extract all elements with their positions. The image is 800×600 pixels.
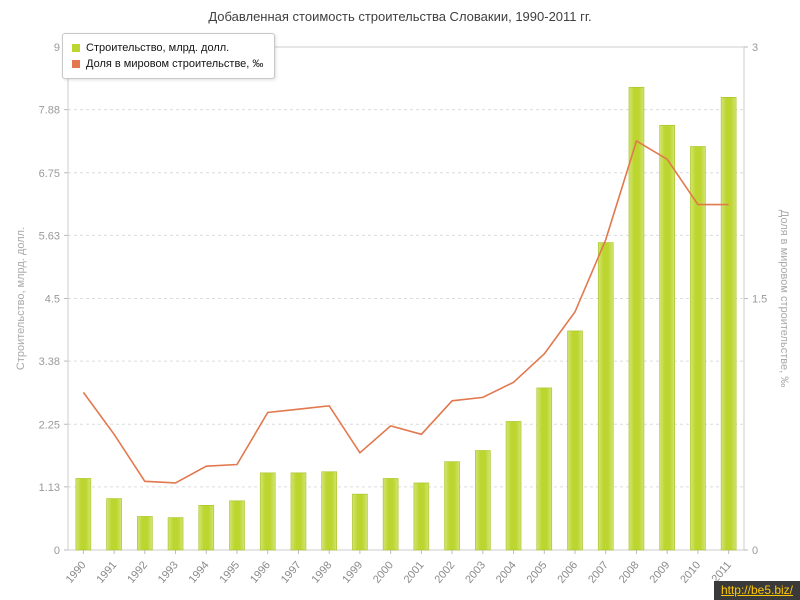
bar-2005	[536, 387, 553, 551]
bar-1999	[352, 493, 368, 551]
x-tick-label: 2000	[371, 559, 396, 585]
x-tick-label: 1996	[248, 559, 273, 585]
x-tick-label: 2006	[555, 559, 580, 585]
y-left-tick-label: 9	[54, 42, 60, 54]
x-tick-label: 2009	[648, 559, 673, 585]
bar-2010	[690, 146, 706, 551]
y-left-tick-label: 2.25	[39, 419, 60, 431]
y-left-tick-label: 6.75	[39, 168, 60, 180]
legend-label-share: Доля в мировом строительстве, ‰	[86, 58, 264, 70]
x-tick-label: 2005	[525, 559, 550, 585]
bar-1993	[167, 517, 184, 551]
legend-item-construction: Строительство, млрд. долл.	[72, 40, 263, 56]
y-left-tick-label: 4.5	[45, 294, 60, 306]
x-tick-label: 1991	[94, 559, 119, 585]
bar-1997	[290, 472, 307, 551]
x-tick-label: 1999	[340, 559, 365, 585]
legend-label-construction: Строительство, млрд. долл.	[86, 42, 230, 54]
bar-1998	[321, 471, 337, 551]
x-tick-label: 1997	[279, 559, 304, 585]
x-tick-label: 2008	[617, 559, 642, 585]
x-tick-label: 1994	[187, 559, 212, 585]
y-left-tick-label: 1.13	[39, 482, 60, 494]
left-axis-title: Строительство, млрд. долл.	[15, 227, 27, 370]
x-tick-label: 1990	[64, 559, 89, 585]
x-tick-label: 1992	[125, 559, 150, 585]
bar-2004	[505, 421, 522, 551]
y-right-tick-label: 0	[752, 545, 758, 557]
bar-2006	[567, 330, 583, 551]
y-right-tick-label: 3	[752, 42, 758, 54]
bar-1995	[229, 500, 245, 551]
bar-2000	[382, 478, 399, 551]
bar-1991	[106, 498, 122, 551]
y-left-tick-label: 3.38	[39, 356, 60, 368]
x-tick-label: 1993	[156, 559, 181, 585]
y-left-tick-label: 0	[54, 545, 60, 557]
x-tick-label: 1995	[217, 559, 242, 585]
watermark-link[interactable]: http://be5.biz/	[713, 581, 800, 600]
y-left-tick-label: 7.88	[39, 105, 60, 117]
chart-legend: Строительство, млрд. долл. Доля в мирово…	[62, 33, 276, 79]
legend-item-share: Доля в мировом строительстве, ‰	[72, 56, 263, 72]
bar-1992	[137, 516, 153, 551]
y-right-tick-label: 1.5	[752, 294, 767, 306]
bar-2003	[475, 450, 491, 551]
bar-2001	[413, 482, 430, 551]
x-tick-label: 1998	[310, 559, 335, 585]
x-tick-label: 2007	[586, 559, 611, 585]
x-tick-label: 2003	[463, 559, 488, 585]
x-tick-label: 2004	[494, 559, 519, 585]
x-tick-label: 2002	[432, 559, 457, 585]
bar-1990	[75, 478, 92, 551]
legend-bar-swatch-icon	[72, 44, 80, 52]
chart-title: Добавленная стоимость строительства Слов…	[208, 9, 592, 24]
legend-line-swatch-icon	[72, 60, 80, 68]
bar-1996	[259, 472, 276, 551]
x-tick-label: 2010	[678, 559, 703, 585]
bar-2011	[720, 97, 737, 551]
share-line	[82, 139, 729, 484]
x-tick-label: 2001	[402, 559, 427, 585]
y-left-tick-label: 5.63	[39, 230, 60, 242]
bar-2009	[659, 124, 675, 551]
right-axis-title: Доля в мировом строительстве, ‰	[778, 210, 790, 387]
bar-1994	[198, 504, 215, 551]
bar-2007	[597, 242, 614, 551]
bar-2002	[444, 461, 460, 551]
